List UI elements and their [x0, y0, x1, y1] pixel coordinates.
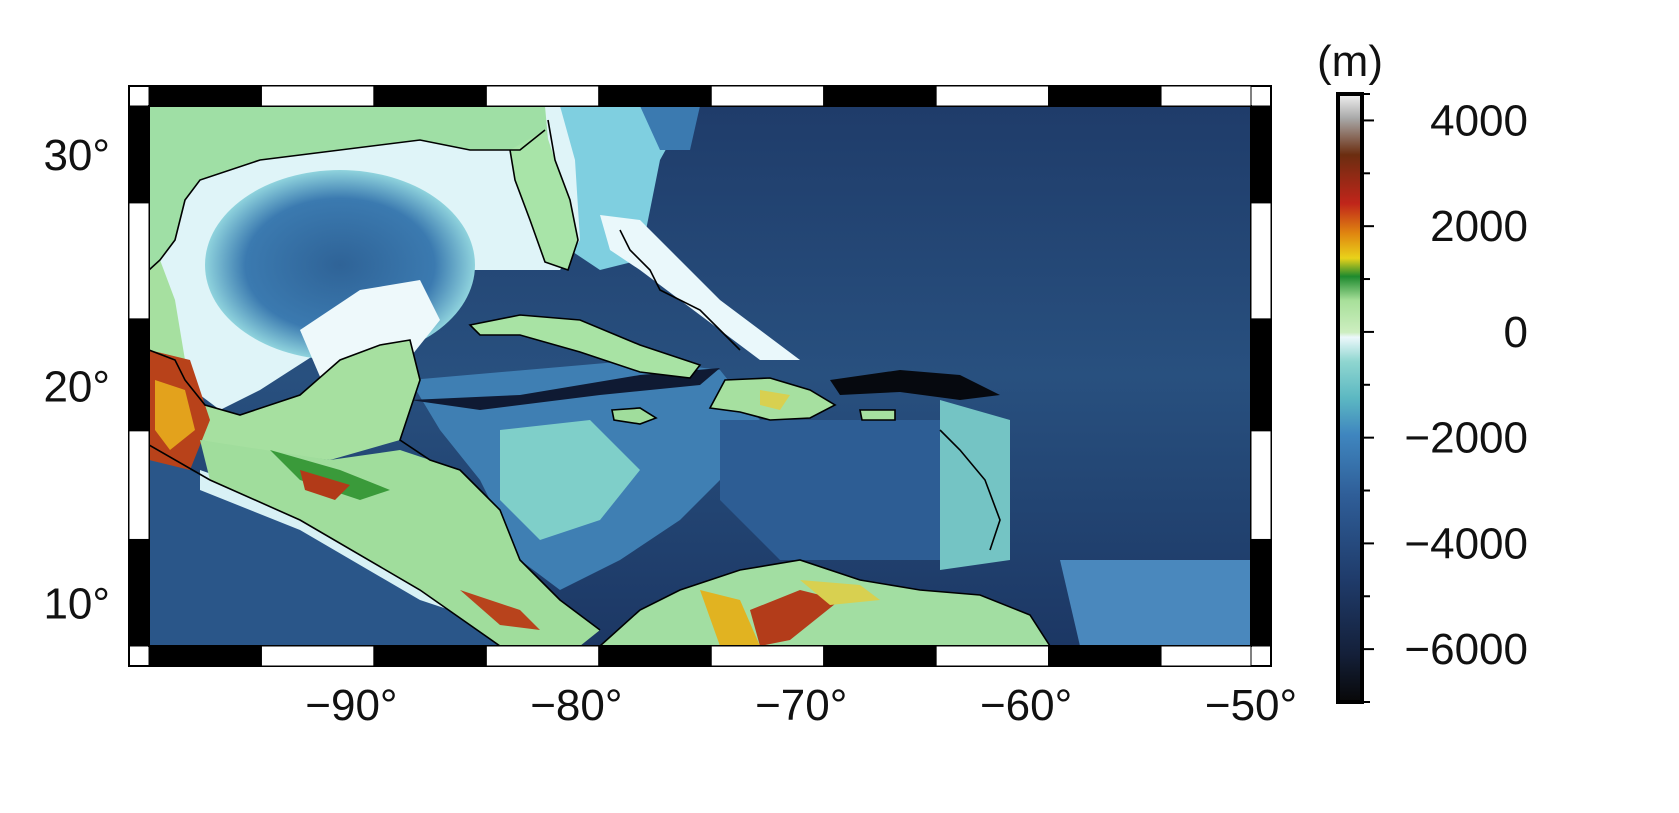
florida-shelf: [560, 106, 690, 270]
longitude-tick-label: −70°: [755, 681, 847, 730]
frame-checks: [128, 85, 1272, 667]
frame-check-top: [485, 85, 600, 107]
frame-check-left: [128, 318, 150, 432]
frame-check-bottom: [710, 645, 825, 667]
frame-check-top: [710, 85, 825, 107]
nicaragua-rise: [500, 420, 640, 540]
venezuela-basin: [720, 420, 940, 560]
frame-check-left: [128, 105, 150, 204]
lesser-antilles-arc: [940, 400, 1010, 570]
frame-check-left: [128, 202, 150, 320]
frame-check-top: [148, 85, 262, 107]
frame-check-top: [1160, 85, 1252, 107]
frame-check-bottom: [373, 645, 487, 667]
cayman-trough: [410, 368, 720, 410]
longitude-tick-label: −60°: [980, 681, 1072, 730]
colorbar-tick-label: 2000: [1430, 202, 1528, 251]
colorbar-tick-label: −2000: [1404, 414, 1528, 463]
frame-check-bottom: [148, 645, 262, 667]
guiana-shelf: [1060, 560, 1251, 646]
mexico-land: [149, 260, 420, 460]
latitude-tick-label: 20°: [43, 362, 110, 411]
frame-check-top: [935, 85, 1050, 107]
longitude-tick-label: −80°: [530, 681, 622, 730]
andes-north: [700, 590, 760, 646]
frame-check-bottom: [1048, 645, 1162, 667]
mexico-highlands-mid: [155, 380, 195, 450]
frame-check-top: [1048, 85, 1162, 107]
frame-check-bottom: [1160, 645, 1252, 667]
puerto-rico-trench: [830, 370, 1000, 400]
bahamas-banks: [600, 215, 800, 360]
colorbar-unit-label: (m): [1317, 37, 1383, 86]
frame-check-right: [1250, 538, 1272, 647]
colorbar-tick-label: −4000: [1404, 519, 1528, 568]
frame-check-bottom: [823, 645, 937, 667]
frame-check-left: [128, 430, 150, 540]
frame-check-bottom: [260, 645, 375, 667]
colorbar-outline: [1336, 92, 1364, 704]
florida-peninsula: [510, 130, 578, 270]
latitude-tick-label: 10°: [43, 580, 110, 629]
frame-check-bottom: [935, 645, 1050, 667]
frame-check-right: [1250, 202, 1272, 320]
frame-check-top: [598, 85, 712, 107]
puerto-rico: [860, 410, 895, 420]
colorbar-tick-label: 4000: [1430, 96, 1528, 145]
colorbar-tick-label: −6000: [1404, 625, 1528, 674]
frame-check-top: [373, 85, 487, 107]
guatemala-highlands: [270, 450, 390, 500]
frame-check-bottom: [598, 645, 712, 667]
costa-rica-peaks: [460, 590, 540, 630]
map-interior: [149, 106, 1251, 646]
frame-check-left: [128, 538, 150, 647]
hispaniola-mountains: [760, 390, 790, 410]
frame-check-top: [260, 85, 375, 107]
colorbar-ticks: 4000 2000 0 −2000 −4000 −6000: [1362, 93, 1528, 703]
central-america-land: [200, 440, 600, 646]
longitude-tick-label: −90°: [305, 681, 397, 730]
colorbar: (m) 4000 2000 0 −2000 −4000 −6000: [1317, 37, 1528, 704]
venezuelan-andes: [750, 590, 840, 646]
atlantic-slope: [640, 106, 700, 150]
frame-check-top: [823, 85, 937, 107]
colorbar-gradient: [1338, 94, 1362, 702]
latitude-tick-label: 30°: [43, 131, 110, 180]
usa-land: [149, 106, 548, 270]
map-frame: [128, 85, 1272, 667]
longitude-tick-label: −50°: [1205, 681, 1297, 730]
frame-check-right: [1250, 430, 1272, 540]
longitude-labels: −90° −80° −70° −60° −50°: [305, 681, 1297, 730]
cuba: [470, 315, 700, 378]
frame-check-right: [1250, 105, 1272, 204]
coastlines: [149, 119, 1051, 646]
frame-check-bottom: [485, 645, 600, 667]
colorbar-tick-label: 0: [1504, 308, 1528, 357]
coastal-range: [800, 580, 880, 605]
latitude-labels: 10° 20° 30°: [43, 131, 110, 629]
frame-check-right: [1250, 318, 1272, 432]
guatemala-peaks: [300, 470, 350, 500]
